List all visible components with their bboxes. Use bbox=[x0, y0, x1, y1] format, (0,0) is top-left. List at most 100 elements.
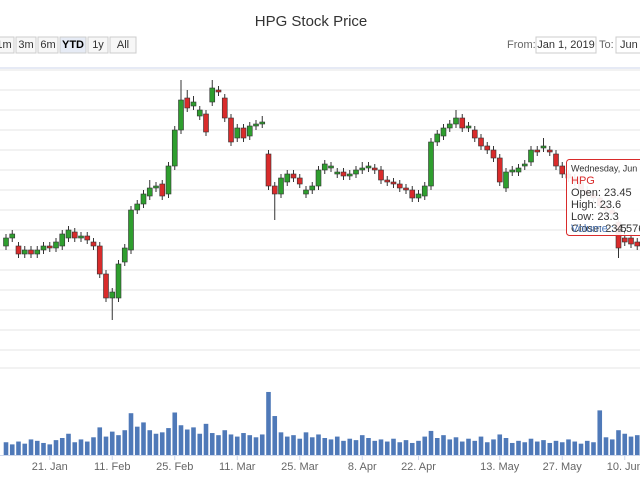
volume-bar bbox=[491, 439, 496, 455]
to-input[interactable] bbox=[615, 36, 640, 54]
volume-bar bbox=[16, 441, 21, 455]
x-tick-label: 25. Mar bbox=[281, 461, 319, 473]
range-button[interactable] bbox=[87, 36, 109, 54]
volume-bar bbox=[322, 438, 328, 455]
candle-body bbox=[121, 247, 128, 263]
tooltip-row-label: Low: bbox=[571, 211, 594, 223]
candle-body bbox=[446, 123, 453, 129]
volume-bar bbox=[228, 434, 234, 455]
volume-bar bbox=[153, 433, 159, 455]
volume-bar bbox=[472, 440, 478, 455]
candle-body bbox=[428, 141, 434, 187]
volume-bar bbox=[609, 439, 615, 455]
x-tick-label: 11. Mar bbox=[219, 461, 256, 473]
tooltip-date: Wednesday, Jun 19 bbox=[571, 163, 640, 173]
candle-body bbox=[34, 249, 41, 255]
volume-bar bbox=[116, 435, 121, 455]
candle-body bbox=[396, 183, 403, 189]
range-button[interactable] bbox=[59, 36, 87, 54]
candle-body bbox=[334, 171, 341, 175]
volume-bar bbox=[503, 438, 509, 455]
volume-bar bbox=[597, 410, 603, 455]
candle-body bbox=[96, 245, 103, 275]
volume-bar bbox=[497, 434, 503, 455]
volume-bar bbox=[459, 441, 465, 455]
range-button[interactable] bbox=[37, 36, 59, 54]
to-value[interactable]: Jun bbox=[620, 39, 638, 51]
volume-bar bbox=[328, 439, 334, 455]
volume-bar bbox=[109, 431, 115, 455]
candle-body bbox=[359, 167, 366, 171]
volume-bar bbox=[522, 442, 528, 455]
candle-body bbox=[346, 173, 353, 177]
candle-body bbox=[340, 171, 347, 177]
range-button-label[interactable]: 1m bbox=[0, 39, 12, 51]
volume-bar bbox=[222, 430, 228, 455]
volume-bar bbox=[184, 429, 190, 455]
volume-bar bbox=[303, 432, 309, 455]
tooltip-box bbox=[566, 159, 640, 236]
volume-bar bbox=[603, 437, 609, 455]
candle-body bbox=[246, 125, 253, 137]
candle-body bbox=[178, 99, 184, 131]
volume-bar bbox=[334, 436, 340, 455]
tooltip-series: HPG bbox=[571, 175, 595, 187]
tooltip-row-value: 23.3 bbox=[597, 211, 618, 223]
tooltip-row-label: High: bbox=[571, 199, 597, 211]
candle-body bbox=[303, 189, 309, 195]
range-button-label[interactable]: 3m bbox=[18, 39, 33, 51]
volume-bar bbox=[353, 440, 359, 455]
tooltip-row: Low: 23.3 bbox=[571, 211, 619, 223]
x-tick-label: 21. Jan bbox=[32, 461, 68, 473]
volume-bar bbox=[347, 438, 353, 455]
volume-bar bbox=[478, 436, 484, 455]
candle-body bbox=[634, 241, 640, 247]
candle-body bbox=[128, 209, 134, 251]
candle-body bbox=[196, 109, 203, 117]
candle-body bbox=[415, 193, 422, 199]
volume-bar bbox=[428, 430, 434, 455]
candle-body bbox=[490, 149, 497, 159]
volume-bar bbox=[59, 438, 65, 455]
from-input[interactable] bbox=[535, 36, 597, 54]
volume-bar bbox=[341, 440, 346, 455]
range-button[interactable] bbox=[109, 36, 137, 54]
volume-bar bbox=[241, 433, 246, 455]
candle-body bbox=[409, 189, 416, 199]
candle-body bbox=[140, 193, 147, 205]
volume-bar bbox=[234, 436, 240, 455]
range-button-label[interactable]: 6m bbox=[40, 39, 55, 51]
volume-bar bbox=[28, 439, 34, 455]
tooltip-row-value: 23.45 bbox=[604, 187, 632, 199]
volume-bar bbox=[403, 440, 409, 455]
candle-body bbox=[103, 273, 109, 299]
from-value[interactable]: Jan 1, 2019 bbox=[537, 39, 595, 51]
range-button-label[interactable]: YTD bbox=[62, 39, 84, 51]
candle-body bbox=[271, 185, 278, 195]
volume-bar bbox=[247, 435, 253, 455]
tooltip-volume-value: 4,576 bbox=[617, 223, 640, 235]
candle-body bbox=[434, 133, 441, 143]
range-button-label[interactable]: 1y bbox=[92, 39, 104, 51]
candle-body bbox=[46, 245, 53, 249]
volume-bar bbox=[216, 435, 221, 455]
candle-body bbox=[315, 169, 322, 187]
range-button[interactable] bbox=[15, 36, 37, 54]
volume-bar bbox=[297, 438, 303, 455]
x-tick-label: 13. May bbox=[480, 461, 520, 473]
x-tick-label: 22. Apr bbox=[401, 461, 436, 473]
candle-body bbox=[528, 149, 534, 163]
volume-bar bbox=[134, 426, 140, 455]
tooltip-row: Close: 23.5 bbox=[571, 223, 627, 235]
candle-body bbox=[165, 165, 172, 195]
volume-bar bbox=[278, 432, 284, 455]
volume-bar bbox=[159, 432, 165, 455]
range-button[interactable] bbox=[0, 36, 15, 54]
volume-bar bbox=[366, 438, 371, 455]
volume-bar bbox=[141, 422, 146, 455]
candle-body bbox=[209, 87, 216, 103]
range-button-label[interactable]: All bbox=[117, 39, 129, 51]
